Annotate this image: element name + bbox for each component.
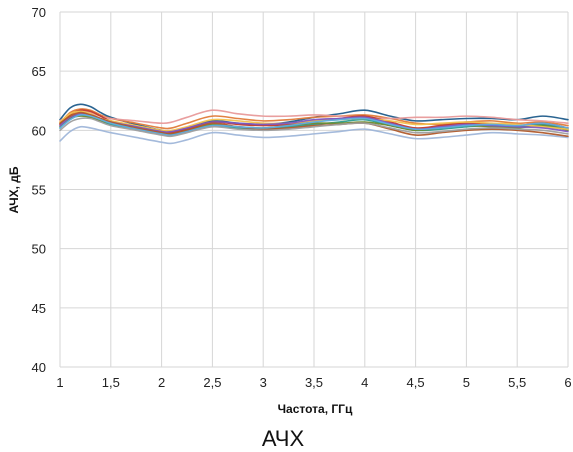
x-tick-label: 3,5 (305, 375, 323, 390)
x-tick-labels: 1 1,5 2 2,5 3 3,5 4 4,5 5 5,5 6 (56, 375, 571, 390)
series-line-12 (59, 117, 569, 138)
x-tick-label: 6 (564, 375, 571, 390)
y-tick-label: 65 (32, 64, 46, 79)
x-tick-label: 2 (158, 375, 165, 390)
y-tick-label: 70 (32, 5, 46, 20)
series-line-11 (59, 113, 569, 136)
x-tick-label: 3 (260, 375, 267, 390)
x-tick-label: 2,5 (203, 375, 221, 390)
y-tick-label: 40 (32, 360, 46, 375)
y-tick-labels: 40 45 50 55 60 65 70 (32, 5, 46, 375)
x-tick-label: 5 (463, 375, 470, 390)
series-line-5 (59, 125, 569, 145)
series-line-10 (59, 111, 569, 138)
x-tick-label: 1,5 (102, 375, 120, 390)
series-line-6 (59, 109, 569, 134)
x-axis-title: Частота, ГГц (278, 402, 353, 416)
y-gridlines (60, 11, 568, 368)
y-tick-label: 45 (32, 301, 46, 316)
y-tick-label: 55 (32, 183, 46, 198)
y-tick-label: 60 (32, 123, 46, 138)
x-tick-label: 4 (361, 375, 368, 390)
y-tick-label: 50 (32, 242, 46, 257)
series-lines (59, 103, 569, 145)
y-axis-title: АЧХ, дБ (7, 166, 21, 213)
x-tick-label: 1 (56, 375, 63, 390)
x-tick-label: 4,5 (407, 375, 425, 390)
x-tick-label: 5,5 (508, 375, 526, 390)
chart-caption: АЧХ (262, 426, 305, 451)
